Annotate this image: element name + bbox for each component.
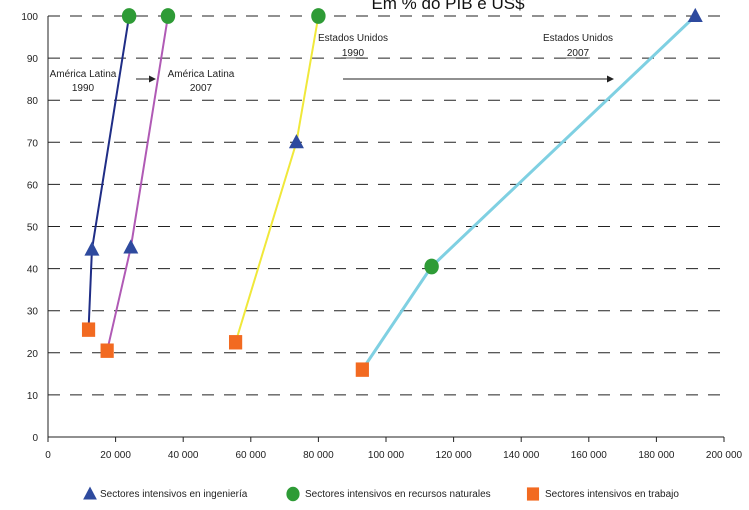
y-tick-label: 40 [27, 265, 39, 276]
series-2 [100, 8, 176, 358]
triangle-marker [83, 486, 97, 500]
square-marker [100, 343, 114, 358]
legend-item: Sectores intensivos en ingeniería [83, 486, 248, 500]
legend-label: Sectores intensivos en trabajo [545, 489, 679, 500]
x-tick-label: 180 000 [638, 450, 675, 461]
triangle-marker [123, 239, 139, 254]
y-tick-label: 80 [27, 96, 39, 107]
arrow-head [607, 75, 614, 83]
series-line [234, 15, 320, 343]
circle-marker [160, 8, 176, 24]
x-tick-label: 60 000 [236, 450, 267, 461]
x-tick-label: 20 000 [100, 450, 131, 461]
y-tick-label: 90 [27, 54, 39, 65]
x-tick-label: 140 000 [503, 450, 540, 461]
series-1 [81, 8, 137, 337]
series-3 [228, 8, 326, 350]
y-tick-label: 30 [27, 307, 39, 318]
y-tick-label: 100 [21, 12, 38, 23]
circle-marker [286, 486, 300, 502]
y-tick-label: 10 [27, 391, 39, 402]
x-tick-label: 120 000 [436, 450, 473, 461]
square-marker [355, 362, 369, 377]
triangle-marker [288, 134, 304, 149]
square-marker [526, 487, 540, 501]
circle-marker [121, 8, 137, 24]
y-tick-label: 50 [27, 223, 39, 234]
x-tick-label: 0 [45, 450, 51, 461]
annotations: América Latina 1990 América Latina 2007 Esta… [50, 33, 614, 94]
series-line [106, 15, 169, 351]
legend-label: Sectores intensivos en ingeniería [100, 489, 248, 500]
axes: 0 10 20 30 40 50 60 70 80 90 100 0 20 000 40 000 60 00… [21, 12, 742, 461]
legend: Sectores intensivos en ingeniería Sectore… [83, 486, 679, 502]
series-label-year: 2007 [190, 83, 213, 94]
x-tick-label: 160 000 [571, 450, 608, 461]
circle-marker [311, 8, 326, 24]
series-label-year: 2007 [567, 48, 590, 59]
series-4 [355, 7, 703, 377]
triangle-marker [687, 7, 703, 22]
series-label: Estados Unidos [318, 33, 388, 44]
series-label: América Latina [168, 69, 235, 80]
circle-marker [424, 258, 439, 275]
series-label-year: 1990 [72, 83, 95, 94]
legend-item: Sectores intensivos en recursos naturale… [286, 486, 491, 502]
series-label-year: 1990 [342, 48, 365, 59]
triangle-marker [84, 241, 100, 256]
legend-item: Sectores intensivos en trabajo [526, 487, 679, 501]
series-line [361, 14, 697, 371]
x-tick-label: 80 000 [303, 450, 334, 461]
square-marker [228, 335, 243, 350]
chart-title: Em % do PIB e US$ [371, 0, 525, 13]
legend-label: Sectores intensivos en recursos naturale… [305, 489, 491, 500]
series-label: América Latina [50, 69, 117, 80]
grid [48, 15, 724, 396]
series-label: Estados Unidos [543, 33, 613, 44]
y-tick-label: 20 [27, 349, 39, 360]
y-tick-label: 60 [27, 180, 39, 191]
y-tick-label: 70 [27, 138, 39, 149]
x-tick-label: 100 000 [368, 450, 405, 461]
arrow-head [149, 75, 156, 83]
series-layer [81, 7, 703, 377]
x-tick-label: 200 000 [706, 450, 743, 461]
x-tick-label: 40 000 [168, 450, 199, 461]
square-marker [81, 322, 96, 337]
y-tick-label: 0 [32, 433, 38, 444]
